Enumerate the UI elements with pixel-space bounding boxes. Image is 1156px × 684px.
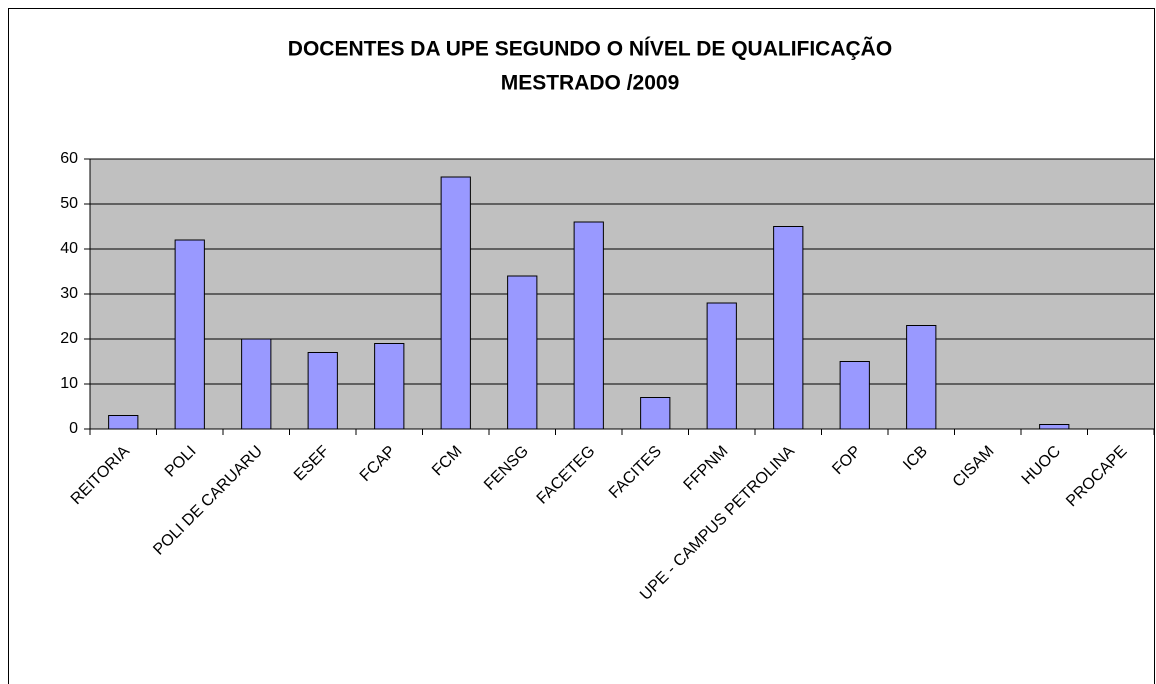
bar (773, 226, 804, 430)
bar (839, 361, 870, 430)
y-tick-label: 20 (60, 330, 78, 347)
bar (307, 352, 338, 430)
y-tick-label: 30 (60, 285, 78, 302)
bar (1039, 424, 1070, 430)
y-tick-label: 40 (60, 240, 78, 257)
y-tick-label: 10 (60, 375, 78, 392)
chart-title: DOCENTES DA UPE SEGUNDO O NÍVEL DE QUALI… (288, 38, 892, 61)
bar (640, 397, 671, 430)
bar (706, 302, 737, 430)
bar (573, 221, 604, 430)
bar (374, 343, 405, 430)
bar (108, 415, 139, 430)
bar (241, 338, 272, 430)
chart-subtitle: MESTRADO /2009 (501, 72, 680, 95)
bar (174, 239, 205, 430)
y-tick-label: 50 (60, 195, 78, 212)
y-tick-label: 60 (60, 150, 78, 167)
bar (440, 176, 471, 430)
y-tick-label: 0 (69, 420, 78, 437)
bar (507, 275, 538, 430)
bar (906, 325, 937, 430)
